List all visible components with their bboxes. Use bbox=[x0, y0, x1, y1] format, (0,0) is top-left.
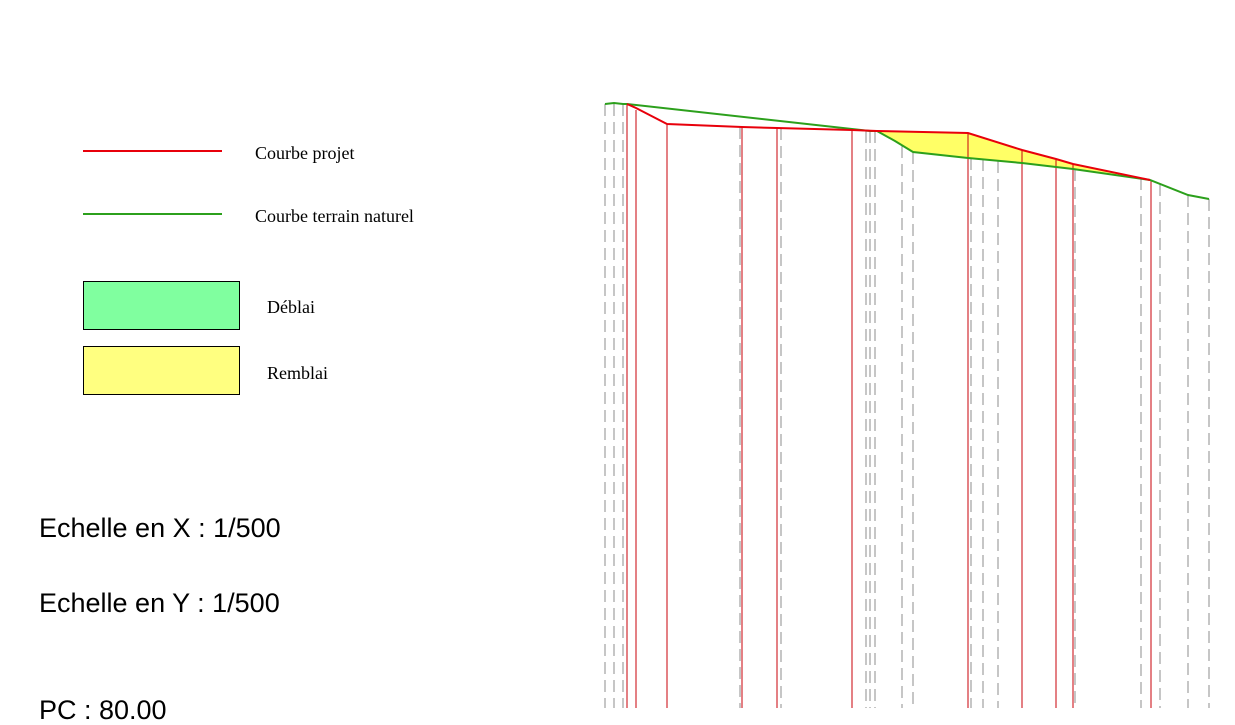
legend-projet-label: Courbe projet bbox=[255, 143, 355, 163]
scale-y-value: 1/500 bbox=[212, 588, 280, 618]
remblai-area bbox=[877, 131, 1150, 180]
station-lines-dashed bbox=[604, 104, 1210, 708]
legend-remblai-swatch bbox=[83, 346, 240, 395]
legend-projet-line bbox=[83, 150, 222, 152]
terrain-naturel-curve bbox=[604, 101, 1210, 200]
legend-terrain-label: Courbe terrain naturel bbox=[255, 206, 414, 226]
projet-curve bbox=[626, 103, 1151, 181]
scale-x-value: 1/500 bbox=[213, 513, 281, 543]
legend-deblai-swatch bbox=[83, 281, 240, 330]
station-lines-solid bbox=[626, 104, 1152, 708]
legend-deblai-label: Déblai bbox=[267, 297, 315, 317]
scale-y-label: Echelle en Y bbox=[39, 588, 190, 618]
scale-x: Echelle en X : 1/500 bbox=[39, 513, 281, 543]
legend-terrain-line bbox=[83, 213, 222, 215]
scale-x-label: Echelle en X bbox=[39, 513, 191, 543]
scale-y: Echelle en Y : 1/500 bbox=[39, 588, 280, 618]
profile-drawing bbox=[604, 101, 1210, 708]
legend-remblai-label: Remblai bbox=[267, 363, 328, 383]
